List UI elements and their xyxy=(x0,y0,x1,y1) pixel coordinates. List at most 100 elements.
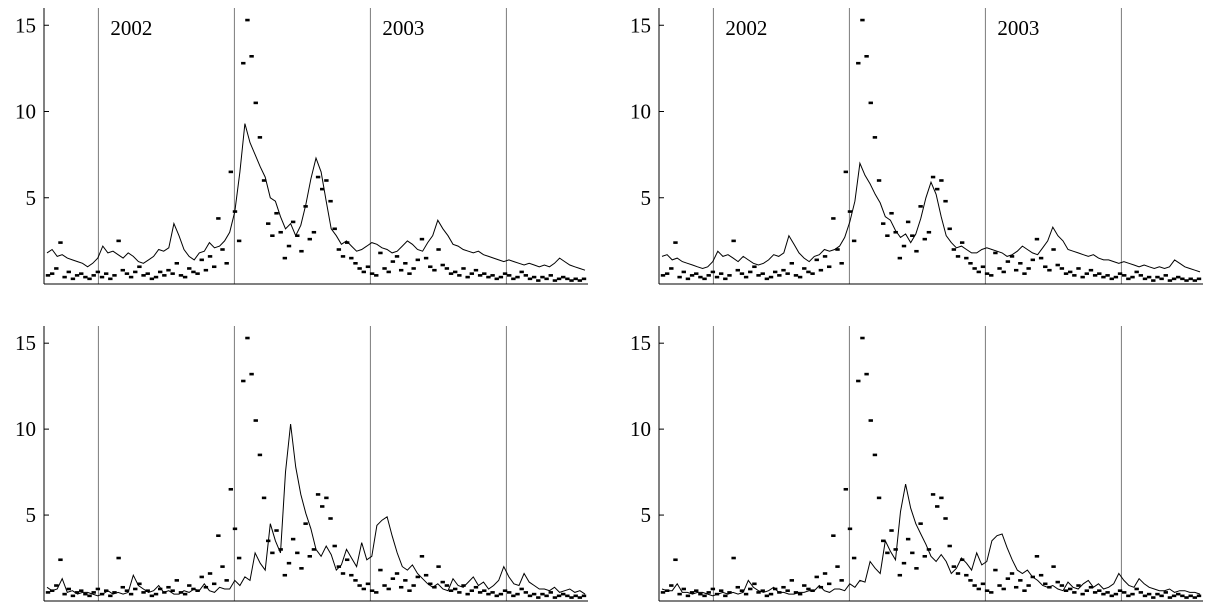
series-line xyxy=(661,161,1201,273)
data-point xyxy=(428,582,433,586)
data-point xyxy=(212,265,217,269)
data-point xyxy=(561,592,566,596)
data-point xyxy=(689,591,695,594)
data-point xyxy=(881,222,886,225)
data-point xyxy=(349,256,354,260)
data-point xyxy=(702,277,707,281)
data-point xyxy=(62,275,67,279)
data-point xyxy=(764,594,770,598)
data-point xyxy=(698,592,703,596)
data-point xyxy=(1146,275,1152,279)
data-point xyxy=(1171,594,1177,598)
data-point xyxy=(382,267,387,270)
data-point xyxy=(1022,589,1027,592)
data-point xyxy=(457,274,462,277)
data-point xyxy=(295,551,300,555)
data-point xyxy=(951,565,957,568)
data-point xyxy=(170,589,175,592)
data-point xyxy=(207,255,213,258)
data-point xyxy=(561,275,566,279)
data-point xyxy=(1088,585,1094,589)
data-point xyxy=(162,274,167,277)
year-label: 2003 xyxy=(997,16,1039,40)
data-point xyxy=(394,255,400,258)
data-point xyxy=(444,267,450,270)
data-point xyxy=(511,277,516,281)
data-point xyxy=(328,199,333,203)
data-point xyxy=(548,274,553,277)
y-tick-label: 5 xyxy=(26,186,37,210)
data-point xyxy=(781,585,786,589)
data-point xyxy=(116,239,121,243)
data-point xyxy=(357,584,362,587)
data-point xyxy=(706,591,711,594)
data-point xyxy=(515,592,520,596)
data-point xyxy=(955,255,961,258)
data-point xyxy=(731,239,736,243)
data-point xyxy=(527,594,533,598)
data-point xyxy=(245,336,250,340)
chart-panels: 5 10 15 2002 2003 5 10 15 2002 2003 5 10 15 5 10 15 xyxy=(15,8,1203,602)
data-point xyxy=(515,275,520,279)
data-point xyxy=(760,589,765,592)
data-point xyxy=(236,239,242,243)
data-point xyxy=(556,594,562,598)
data-point xyxy=(195,589,200,592)
data-point xyxy=(835,565,840,568)
data-point xyxy=(964,256,969,260)
data-point xyxy=(398,268,404,272)
data-point xyxy=(1067,587,1073,591)
data-point xyxy=(1059,267,1065,270)
chart-panel-bottom-right: 5 10 15 xyxy=(630,326,1203,602)
data-point xyxy=(411,584,416,587)
data-point xyxy=(523,591,529,594)
data-point xyxy=(748,587,753,591)
data-point xyxy=(847,210,853,213)
data-point xyxy=(669,584,674,587)
data-point xyxy=(461,267,466,270)
data-point xyxy=(1013,268,1019,272)
data-point xyxy=(523,274,529,277)
data-point xyxy=(1038,573,1044,577)
data-point xyxy=(261,496,267,500)
data-point xyxy=(868,419,873,422)
data-point xyxy=(822,255,828,258)
data-point xyxy=(864,372,869,376)
data-point xyxy=(540,275,545,279)
data-point xyxy=(261,179,267,182)
data-point xyxy=(935,187,940,191)
data-point xyxy=(307,555,312,558)
data-point xyxy=(930,493,936,496)
y-tick-label: 15 xyxy=(15,13,36,37)
data-point xyxy=(1188,277,1193,281)
data-point xyxy=(141,591,146,594)
data-point xyxy=(498,275,504,279)
data-point xyxy=(315,175,321,179)
data-point xyxy=(806,270,811,274)
data-point xyxy=(390,260,396,263)
data-point xyxy=(777,274,782,277)
data-point xyxy=(980,265,986,269)
data-point xyxy=(228,487,234,491)
data-point xyxy=(964,573,969,577)
data-point xyxy=(1130,275,1135,279)
data-point xyxy=(103,589,109,592)
data-point xyxy=(91,591,96,594)
data-point xyxy=(814,575,819,579)
data-point xyxy=(390,577,396,580)
data-point xyxy=(299,567,304,570)
data-point xyxy=(910,234,915,237)
data-point xyxy=(344,558,350,562)
y-tick-label: 5 xyxy=(641,186,652,210)
data-point xyxy=(731,556,736,560)
data-point xyxy=(1196,277,1202,281)
data-point xyxy=(694,272,699,275)
data-point xyxy=(494,594,499,598)
data-point xyxy=(137,265,142,269)
data-point xyxy=(876,496,882,500)
data-point xyxy=(477,591,483,594)
data-point xyxy=(677,592,682,596)
data-point xyxy=(552,596,558,599)
data-point xyxy=(710,587,716,591)
data-point xyxy=(914,567,919,570)
